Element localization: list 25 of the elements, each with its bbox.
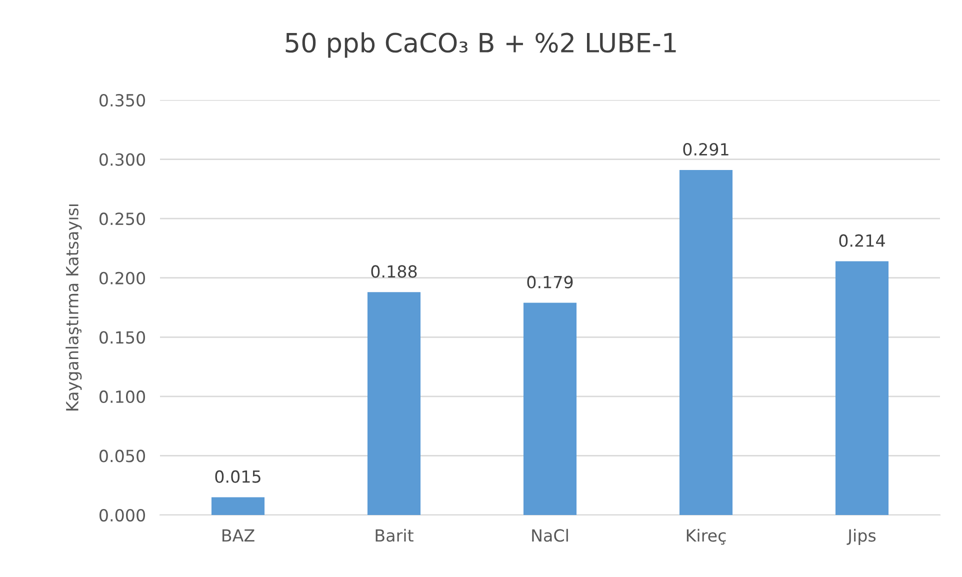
bar: [679, 170, 733, 515]
y-tick-label: 0.050: [99, 450, 146, 462]
x-tick-label: NaCl: [532, 528, 568, 542]
y-tick-label: 0.000: [99, 508, 146, 522]
x-tick-label: Barit: [376, 528, 414, 542]
y-axis-title: Kayganlaştırma Katsayısı: [66, 204, 82, 410]
x-tick-label: Jips: [846, 528, 876, 546]
data-label: 0.179: [527, 276, 573, 288]
x-tick-label: BAZ: [222, 529, 254, 542]
y-tick-label: 0.150: [99, 331, 146, 344]
chart-title: 50 ppb CaCO₃ B + %2 LUBE-1: [286, 32, 676, 58]
bar: [835, 261, 889, 515]
y-tick-label: 0.250: [99, 212, 146, 226]
y-tick-label: 0.350: [99, 94, 146, 107]
y-tick-label: 0.300: [99, 153, 146, 166]
data-label: 0.015: [215, 470, 260, 483]
bar: [523, 302, 577, 515]
bar: [367, 292, 421, 515]
x-tick-label: Kireç: [686, 528, 726, 545]
data-label: 0.214: [839, 234, 885, 247]
bar: [211, 497, 265, 515]
data-label: 0.188: [371, 265, 417, 278]
y-tick-label: 0.100: [99, 390, 146, 403]
data-label: 0.291: [683, 143, 728, 156]
y-tick-label: 0.200: [99, 272, 146, 284]
